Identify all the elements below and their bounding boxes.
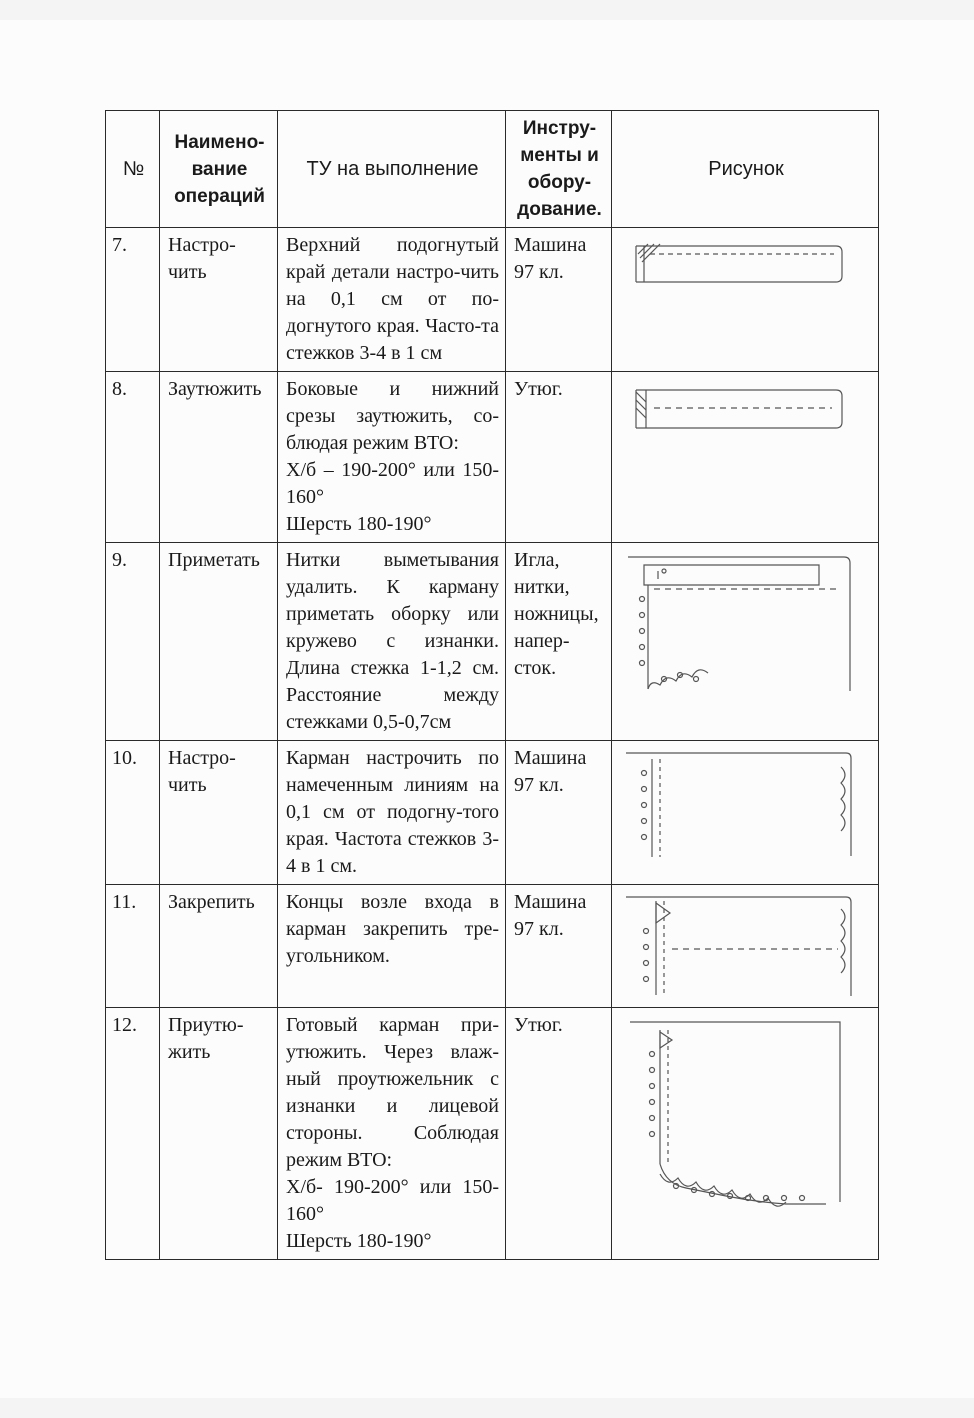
pocket-stitch-icon: [616, 747, 856, 862]
cell-pic: [612, 741, 879, 885]
cell-pic: [612, 543, 879, 741]
cell-tools: Утюг.: [506, 1008, 612, 1260]
table-row: 11. Закрепить Концы возле входа в карман…: [106, 885, 879, 1008]
cell-tu: Нитки выметывания удалить. К карману при…: [278, 543, 506, 741]
cell-tu: Концы возле входа в карман закрепить тре…: [278, 885, 506, 1008]
cell-tu: Боковые и нижний срезы заутюжить, со-блю…: [278, 372, 506, 543]
cell-name: Приутю-жить: [160, 1008, 278, 1260]
col-pic: Рисунок: [612, 111, 879, 228]
cell-pic: [612, 228, 879, 372]
cell-tu: Готовый карман при-утюжить. Через влаж-н…: [278, 1008, 506, 1260]
cell-tu: Карман настрочить по намеченным линиям н…: [278, 741, 506, 885]
cell-name: Настро-чить: [160, 741, 278, 885]
cell-tools: Машина97 кл.: [506, 741, 612, 885]
triangle-tack-icon: [616, 891, 856, 1001]
cell-pic: [612, 1008, 879, 1260]
cell-pic: [612, 885, 879, 1008]
cell-tools: Утюг.: [506, 372, 612, 543]
cell-num: 8.: [106, 372, 160, 543]
cell-tools: Машина97 кл.: [506, 885, 612, 1008]
cell-num: 9.: [106, 543, 160, 741]
cell-tools: Машина97 кл.: [506, 228, 612, 372]
cell-name: Настро-чить: [160, 228, 278, 372]
col-tu: ТУ на выполнение: [278, 111, 506, 228]
table-row: 7. Настро-чить Верхний подогнутый край д…: [106, 228, 879, 372]
cell-num: 7.: [106, 228, 160, 372]
press-edges-icon: [616, 378, 856, 438]
document-page: № Наимено-ваниеопераций ТУ на выполнение…: [0, 20, 974, 1398]
cell-tools: Игла,нитки,ножницы,напер-сток.: [506, 543, 612, 741]
table-row: 9. Приметать Нитки выметывания удалить. …: [106, 543, 879, 741]
cell-num: 10.: [106, 741, 160, 885]
table-row: 8. Заутюжить Боковые и нижний срезы заут…: [106, 372, 879, 543]
cell-name: Закрепить: [160, 885, 278, 1008]
cell-pic: [612, 372, 879, 543]
cell-name: Заутюжить: [160, 372, 278, 543]
cell-tu: Верхний подогнутый край детали настро-чи…: [278, 228, 506, 372]
table-row: 12. Приутю-жить Готовый карман при-утюжи…: [106, 1008, 879, 1260]
seam-topstitch-icon: [616, 234, 856, 292]
cell-num: 11.: [106, 885, 160, 1008]
baste-ruffle-icon: [616, 549, 856, 699]
table-header-row: № Наимено-ваниеопераций ТУ на выполнение…: [106, 111, 879, 228]
col-tools: Инстру-менты иобору-дование.: [506, 111, 612, 228]
cell-num: 12.: [106, 1008, 160, 1260]
cell-name: Приметать: [160, 543, 278, 741]
table-body: 7. Настро-чить Верхний подогнутый край д…: [106, 228, 879, 1260]
table-row: 10. Настро-чить Карман настрочить по нам…: [106, 741, 879, 885]
col-num: №: [106, 111, 160, 228]
col-name: Наимено-ваниеопераций: [160, 111, 278, 228]
operations-table: № Наимено-ваниеопераций ТУ на выполнение…: [105, 110, 879, 1260]
final-press-icon: [616, 1014, 856, 1214]
